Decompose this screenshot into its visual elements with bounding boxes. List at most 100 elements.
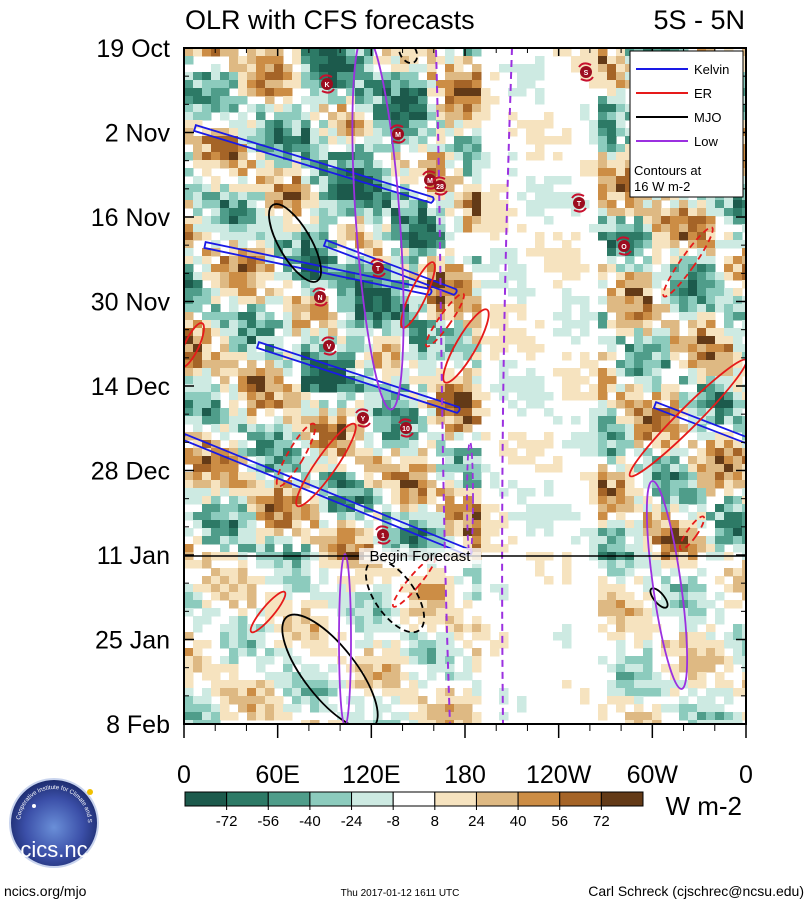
low-contour [351,48,405,411]
colorbar: -72 -56 -40 -24 -8 8 24 40 56 72 [184,791,644,830]
colorbar-swatch [559,791,602,807]
forecast-label: Begin Forecast [370,548,472,565]
legend-note-1: Contours at [634,163,702,178]
legend-label: Kelvin [694,62,729,77]
legend-note-2: 16 W m-2 [634,179,690,194]
x-tick-label: 0 [177,761,191,789]
svg-text:Y: Y [361,416,366,423]
chart-title: OLR with CFS forecasts [185,5,475,35]
kelvin-contour [203,240,433,296]
storm-marker: Y [355,408,371,428]
low-contour [645,480,689,690]
storm-marker: 1 [375,525,391,545]
footer-author: Carl Schreck (cjschrec@ncsu.edu) [588,883,804,899]
wave-contours [184,48,746,724]
legend-label: MJO [694,110,721,125]
colorbar-label: 72 [593,813,610,830]
svg-text:O: O [621,244,627,251]
kelvin-contour [193,124,435,204]
colorbar-label: -56 [257,813,279,830]
colorbar-swatch [226,791,269,807]
er-contour [249,590,287,634]
colorbar-swatch [309,791,353,807]
y-tick-label: 14 Dec [91,373,170,401]
colorbar-label: 8 [431,813,439,830]
footer-left: ncics.org/mjo [4,883,87,899]
svg-text:M: M [395,132,401,139]
colorbar-label: -72 [216,813,238,830]
colorbar-swatch [600,791,644,807]
storm-marker: N [312,287,328,307]
footer-timestamp: Thu 2017-01-12 1611 UTC [341,888,460,899]
colorbar-label: -40 [299,813,321,830]
logo-ring-text: Cooperative Institute for Climate and Sa… [0,0,92,823]
svg-text:T: T [376,266,381,273]
colorbar-label: 40 [510,813,527,830]
y-tick-label: 16 Nov [91,204,171,232]
x-tick-label: 120W [526,761,592,789]
low-contour [466,441,474,555]
low-contour [435,49,451,724]
colorbar-swatch [434,791,477,807]
y-tick-label: 19 Oct [96,35,170,63]
kelvin-contour [322,239,458,296]
y-tick-label: 28 Dec [91,458,170,486]
x-tick-label: 60E [255,761,299,789]
y-tick-label: 25 Jan [95,627,170,655]
low-contour [501,48,513,724]
colorbar-swatch [267,791,311,807]
svg-text:M: M [427,178,433,185]
logo-text: cics.nc [20,837,87,862]
svg-text:N: N [317,295,322,302]
colorbar-swatch [517,791,561,807]
storm-marker: S [578,62,594,82]
colorbar-label: 56 [551,813,568,830]
mjo-contour [268,203,322,283]
y-tick-label: 8 Feb [106,711,170,739]
y-tick-label: 30 Nov [91,289,171,317]
forecast-label-bg [359,548,481,564]
colorbar-label: -8 [387,813,400,830]
svg-text:S: S [584,70,589,77]
x-tick-label: 60W [627,761,679,789]
legend-label: ER [694,86,712,101]
storm-marker: O [616,236,632,256]
legend: Kelvin ER MJO Low Contours at 16 W m-2 [629,50,744,198]
storm-marker: K [319,74,335,94]
chart-region: 5S - 5N [653,5,745,35]
svg-text:28: 28 [436,184,444,191]
mjo-contour [397,48,419,65]
svg-text:1: 1 [381,533,385,540]
er-contour [678,515,706,551]
kelvin-contour [255,341,461,414]
colorbar-swatch [475,791,519,807]
y-axis-labels: 19 Oct 2 Nov 16 Nov 30 Nov 14 Dec 28 Dec 11 Ja… [91,35,171,739]
er-contour [662,226,714,298]
svg-text:V: V [327,344,332,351]
storm-marker: M [390,124,406,144]
storm-marker: V [321,336,337,356]
er-contour [295,422,357,508]
y-tick-label: 11 Jan [97,542,170,570]
storm-marker: T [571,193,587,213]
er-contour [184,322,205,368]
legend-label: Low [694,134,718,149]
colorbar-units: W m-2 [665,791,742,821]
x-axis-labels: 0 60E 120E 180 120W 60W 0 [177,761,753,789]
er-contour [425,292,465,348]
colorbar-swatch [392,791,436,807]
storm-marker: 28 [432,176,448,196]
svg-text:10: 10 [402,426,410,433]
colorbar-swatch [184,791,228,807]
x-tick-label: 120E [342,761,400,789]
y-tick-label: 2 Nov [105,120,171,148]
er-contour [442,308,490,384]
colorbar-label: 24 [468,813,485,830]
svg-text:T: T [577,201,582,208]
er-contour [275,422,317,488]
low-contour [338,553,352,724]
colorbar-label: -24 [341,813,363,830]
storm-marker: T [370,258,386,278]
